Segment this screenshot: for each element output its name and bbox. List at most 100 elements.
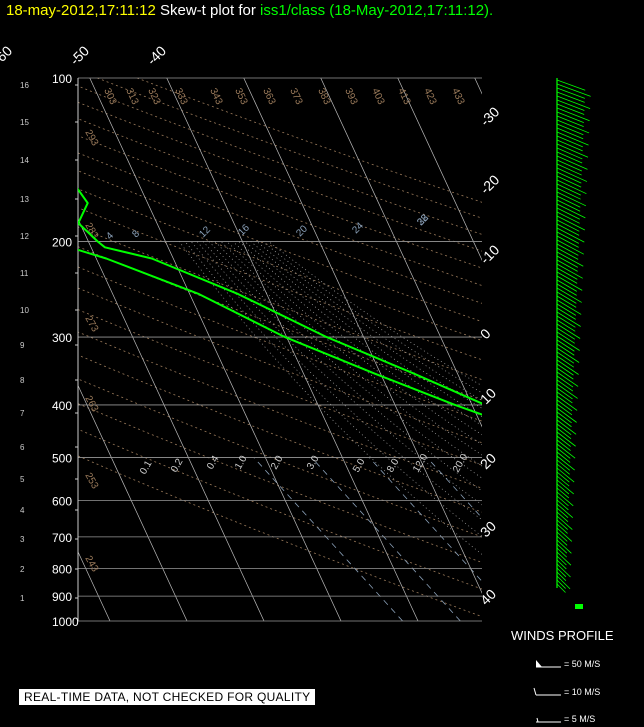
mixing-ratio-label: 2.0 <box>269 454 286 472</box>
isotherm-line <box>320 78 482 428</box>
wind-barb <box>556 487 570 499</box>
wind-barb <box>556 375 574 388</box>
wind-barb <box>556 239 584 255</box>
dry-adiabat-label: 243 <box>82 554 100 574</box>
wind-barb <box>556 563 571 578</box>
wind-barb <box>556 527 573 542</box>
dry-adiabat-line <box>78 118 482 269</box>
wind-barb <box>556 323 581 339</box>
dry-adiabat-line <box>78 207 482 361</box>
dry-adiabat-label: 333 <box>172 87 189 107</box>
wind-barb <box>556 351 575 364</box>
height-tick-label: 10 <box>20 306 29 315</box>
height-tick-label: 7 <box>20 409 25 418</box>
pressure-tick-label: 1000 <box>52 615 79 629</box>
wind-barb <box>556 139 583 152</box>
wind-barb <box>556 259 578 272</box>
moist-adiabat-line <box>238 241 482 426</box>
mixing-ratio-line <box>369 457 482 582</box>
wind-barb <box>556 231 579 244</box>
wind-barb <box>556 547 567 558</box>
wind-barb <box>556 359 579 375</box>
isobars <box>78 77 482 622</box>
wind-barb <box>556 179 587 195</box>
temperature-profile <box>78 187 482 405</box>
wind-barb <box>556 499 569 511</box>
wind-barb <box>556 459 571 471</box>
wind-barb <box>556 515 573 530</box>
mixing-ratio-label: 8.0 <box>385 457 402 475</box>
moist-adiabat-line <box>196 241 482 506</box>
wind-barb <box>556 143 589 158</box>
wind-barb <box>556 435 571 447</box>
pressure-tick-label: 700 <box>52 531 72 545</box>
mixing-ratio-label: 3.0 <box>305 454 322 472</box>
wind-barb <box>556 507 569 519</box>
isotherms <box>78 78 482 621</box>
wind-barb <box>556 543 568 554</box>
wind-barb <box>556 475 570 487</box>
wind-barb <box>556 203 586 219</box>
dry-adiabat-label: 343 <box>207 87 224 107</box>
wind-barb <box>556 271 578 284</box>
wind-barb <box>556 307 576 320</box>
wind-barb <box>556 223 580 236</box>
dry-adiabat-line <box>78 309 482 466</box>
isotherm-line <box>397 78 482 261</box>
wind-barb <box>556 439 571 451</box>
wind-barb <box>556 467 575 483</box>
wind-barb <box>556 447 571 459</box>
wind-barb <box>556 367 574 380</box>
wind-barb <box>556 355 575 368</box>
height-tick-label: 8 <box>20 376 25 385</box>
wind-barb <box>556 255 579 268</box>
dry-adiabat-line <box>78 331 482 489</box>
wind-legend-5-label: = 5 M/S <box>564 714 596 724</box>
wind-barb <box>556 583 566 593</box>
wind-barb <box>556 511 569 522</box>
wind-barb <box>556 279 578 292</box>
wind-barb <box>556 315 576 328</box>
height-tick-label: 13 <box>20 195 29 204</box>
wind-barb <box>556 211 580 224</box>
wind-barb <box>556 491 574 507</box>
wind-barb <box>556 283 577 296</box>
pressure-tick-label: 500 <box>52 452 72 466</box>
wind-barb <box>556 291 577 304</box>
wind-barb <box>556 555 567 566</box>
dry-adiabat-line <box>78 428 482 590</box>
mixing-ratio-label: 16 <box>236 222 252 238</box>
height-tick-label: 15 <box>20 118 29 127</box>
dry-adiabat-label: 363 <box>260 87 277 107</box>
wind-barb <box>556 539 572 554</box>
wind-legend-10-label: = 10 M/S <box>564 687 601 697</box>
dry-adiabat-label: 423 <box>421 87 438 107</box>
mixing-ratio-label: 0.4 <box>205 454 222 472</box>
wind-barb <box>556 371 579 387</box>
wind-barb <box>556 115 584 128</box>
mixing-ratio-label: 32 <box>415 212 431 228</box>
pressure-tick-label: 900 <box>52 590 72 604</box>
wind-barb <box>556 463 570 475</box>
isotherm-right-label: -10 <box>477 241 503 267</box>
wind-barb <box>556 383 578 399</box>
wind-barb <box>556 111 584 123</box>
height-tick-label: 3 <box>20 535 25 544</box>
wind-barb <box>556 343 575 356</box>
isotherm-line <box>78 218 265 621</box>
height-tick-label: 6 <box>20 443 25 452</box>
wind-barb <box>556 551 572 566</box>
mixing-ratio-label: 12 <box>197 224 213 240</box>
wind-barb <box>556 331 575 344</box>
dry-adiabat-label: 253 <box>82 471 100 491</box>
wind-barb <box>556 167 588 182</box>
isotherm-top-label: -50 <box>67 42 93 68</box>
wind-barb <box>556 411 572 424</box>
dry-adiabat-line <box>78 135 482 286</box>
flag-barb-icon <box>536 660 561 668</box>
dry-adiabat-label: 433 <box>449 87 466 107</box>
dry-adiabat-label: 313 <box>123 87 140 107</box>
pressure-tick-label: 400 <box>52 399 72 413</box>
dry-adiabat-line <box>78 378 482 538</box>
mixing-ratio-line <box>543 458 644 621</box>
